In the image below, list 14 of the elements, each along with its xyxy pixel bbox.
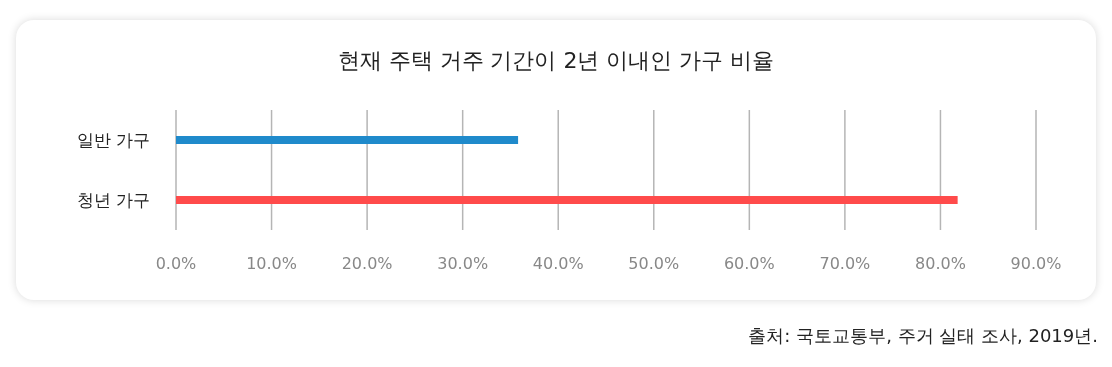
x-tick-label: 60.0% bbox=[723, 254, 775, 274]
x-tick-label: 10.0% bbox=[246, 254, 297, 274]
x-tick-label: 90.0% bbox=[1010, 254, 1062, 274]
x-tick-label: 40.0% bbox=[532, 254, 584, 274]
x-tick-label: 20.0% bbox=[341, 254, 393, 274]
source-note: 출처: 국토교통부, 주거 실태 조사, 2019년. bbox=[748, 324, 1098, 348]
chart-title: 현재 주택 거주 기간이 2년 이내인 가구 비율 bbox=[336, 47, 776, 75]
x-tick-label: 50.0% bbox=[628, 254, 680, 274]
y-tick-label: 일반 가구 bbox=[76, 130, 150, 151]
x-tick-label: 70.0% bbox=[819, 254, 871, 274]
x-tick-label: 30.0% bbox=[437, 254, 489, 274]
x-tick-label: 0.0% bbox=[155, 254, 197, 274]
x-tick-label: 80.0% bbox=[915, 254, 966, 274]
y-tick-label: 청년 가구 bbox=[76, 190, 150, 211]
